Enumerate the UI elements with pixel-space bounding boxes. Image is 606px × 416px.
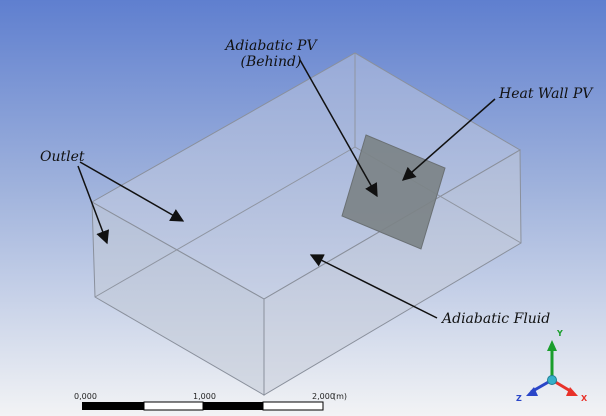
axis-origin	[547, 375, 557, 385]
scale-tick-0: 0,000	[74, 392, 97, 401]
heat-wall-pv-panel[interactable]	[341, 134, 446, 250]
scale-tick-1: 1,000	[193, 392, 216, 401]
scale-tick-2: 2,000	[312, 392, 335, 401]
scale-bar-segment-4	[262, 401, 324, 411]
adiabatic-fluid-label: Adiabatic Fluid	[442, 311, 551, 327]
x-axis-arrowhead	[566, 387, 578, 396]
outlet-label: Outlet	[40, 149, 85, 165]
adiabatic-pv-arrow	[299, 59, 378, 198]
y-axis-arrowhead	[547, 340, 557, 351]
z-axis-arrowhead	[526, 387, 538, 396]
adiabatic-pv-label: Adiabatic PV (Behind)	[214, 38, 328, 70]
scale-bar	[82, 401, 324, 411]
x-axis-label: X	[581, 394, 588, 403]
scale-bar-segment-2	[143, 401, 204, 411]
scale-bar-segment-3	[203, 402, 263, 410]
outlet-arrow-front	[77, 165, 110, 245]
heat-wall-pv-arrow	[401, 98, 496, 181]
adiabatic-pv-label-line1: Adiabatic PV	[225, 38, 317, 54]
scale-bar-segment-1	[82, 402, 144, 410]
y-axis-label: Y	[557, 329, 563, 338]
z-axis-label: Z	[516, 394, 522, 403]
outlet-arrow-back	[79, 161, 185, 222]
scale-unit: (m)	[333, 392, 348, 401]
domain-back-edge-left	[94, 146, 356, 298]
heat-wall-pv-label: Heat Wall PV	[499, 86, 593, 102]
adiabatic-pv-label-line2: (Behind)	[240, 54, 302, 70]
axis-triad[interactable]	[526, 340, 578, 396]
adiabatic-fluid-arrow	[309, 254, 438, 319]
